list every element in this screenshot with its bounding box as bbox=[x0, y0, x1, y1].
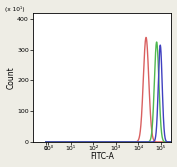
X-axis label: FITC-A: FITC-A bbox=[90, 152, 114, 161]
Y-axis label: Count: Count bbox=[7, 66, 16, 89]
Text: (x 10¹): (x 10¹) bbox=[5, 6, 25, 12]
